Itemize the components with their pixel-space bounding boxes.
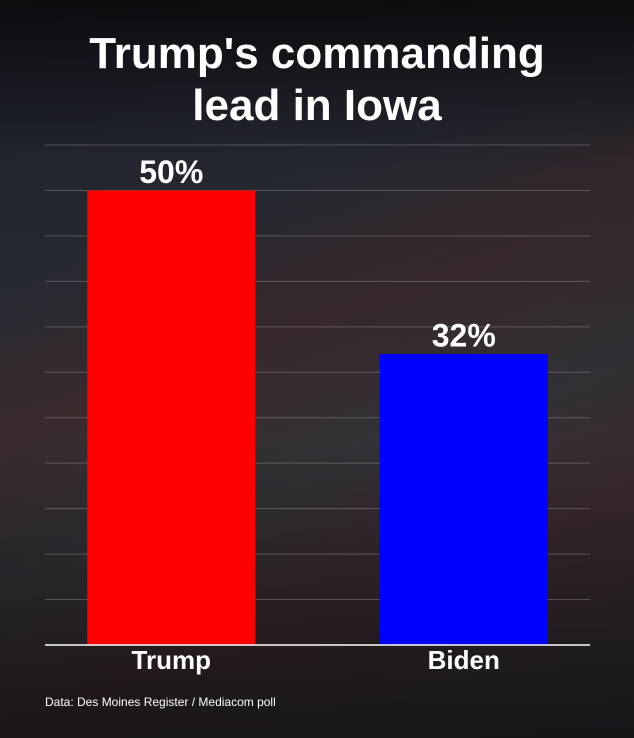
bar: [87, 190, 256, 646]
chart-title: Trump's commanding lead in Iowa: [89, 29, 545, 130]
bar: [379, 354, 548, 645]
source-note: Data: Des Moines Register / Mediacom pol…: [45, 695, 276, 709]
x-tick-label: Biden: [428, 645, 500, 675]
value-label: 32%: [432, 318, 496, 354]
x-tick-label: Trump: [132, 645, 211, 675]
value-label: 50%: [139, 154, 203, 190]
